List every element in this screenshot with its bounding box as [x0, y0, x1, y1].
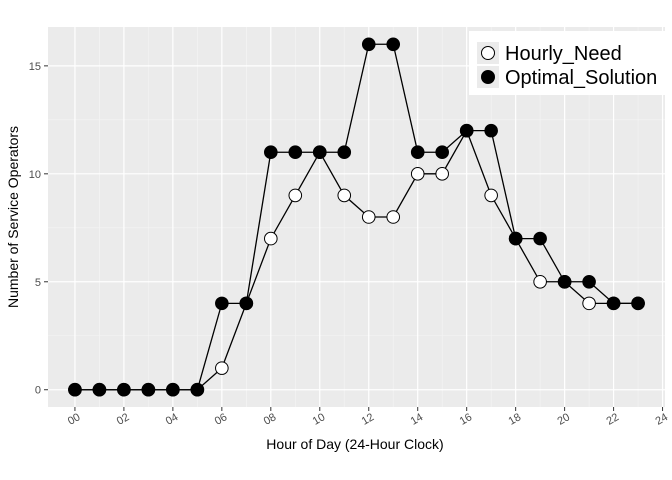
x-tick-label: 04: [164, 411, 181, 428]
y-tick-label: 15: [29, 61, 41, 73]
x-axis: 00 02 04 06 08 10 12 14 16 18 20 22 24: [66, 407, 670, 428]
legend: Hourly_Need Optimal_Solution: [469, 31, 665, 95]
point-optimal-solution: [606, 296, 621, 311]
x-tick-label: 24: [653, 411, 670, 428]
point-optimal-solution: [631, 296, 645, 311]
legend-label-hourly-need: Hourly_Need: [505, 43, 622, 65]
point-optimal-solution: [117, 382, 131, 397]
x-tick-label: 14: [409, 411, 426, 428]
point-optimal-solution: [288, 145, 303, 160]
legend-background: [469, 31, 665, 95]
point-hourly-need: [484, 188, 498, 203]
point-optimal-solution: [533, 231, 547, 246]
x-tick-label: 08: [262, 411, 279, 428]
point-optimal-solution: [484, 123, 498, 138]
point-optimal-solution: [92, 382, 107, 397]
y-tick-label: 5: [35, 277, 41, 289]
x-tick-label: 22: [604, 411, 621, 428]
point-optimal-solution: [166, 382, 180, 397]
x-tick-label: 10: [311, 411, 328, 428]
point-hourly-need: [337, 188, 352, 203]
x-tick-label: 12: [360, 411, 377, 428]
point-optimal-solution: [361, 37, 376, 52]
x-tick-label: 18: [507, 411, 524, 428]
point-hourly-need: [288, 188, 303, 203]
x-axis-title: Hour of Day (24-Hour Clock): [266, 436, 443, 452]
point-optimal-solution: [141, 382, 156, 397]
point-optimal-solution: [312, 145, 327, 160]
point-optimal-solution: [215, 296, 229, 311]
y-tick-label: 10: [29, 169, 41, 181]
point-hourly-need: [386, 210, 401, 224]
legend-key-optimal-solution: [481, 70, 495, 84]
point-optimal-solution: [264, 145, 278, 160]
x-tick-label: 00: [66, 411, 83, 428]
x-tick-label: 16: [458, 411, 475, 428]
y-tick-label: 0: [35, 385, 41, 397]
point-optimal-solution: [239, 296, 254, 311]
legend-label-optimal-solution: Optimal_Solution: [505, 67, 657, 89]
x-tick-label: 02: [115, 411, 132, 428]
point-hourly-need: [582, 296, 596, 311]
point-hourly-need: [410, 167, 425, 181]
point-optimal-solution: [557, 274, 572, 289]
legend-key-hourly-need: [481, 46, 495, 60]
series-points: [68, 37, 645, 397]
point-hourly-need: [264, 231, 278, 246]
point-hourly-need: [361, 210, 376, 224]
point-optimal-solution: [386, 37, 401, 52]
point-optimal-solution: [410, 145, 425, 160]
point-hourly-need: [435, 167, 449, 181]
point-optimal-solution: [337, 145, 352, 160]
point-optimal-solution: [508, 231, 523, 246]
point-optimal-solution: [435, 145, 449, 160]
x-tick-label: 20: [556, 411, 573, 428]
point-optimal-solution: [68, 382, 82, 397]
point-optimal-solution: [190, 382, 205, 397]
y-axis: 0 5 10 15: [29, 61, 48, 397]
x-tick-label: 06: [213, 411, 230, 428]
point-hourly-need: [533, 274, 547, 289]
point-optimal-solution: [459, 123, 474, 138]
point-optimal-solution: [582, 274, 596, 289]
point-hourly-need: [215, 361, 229, 375]
y-axis-title: Number of Service Operators: [5, 126, 21, 308]
